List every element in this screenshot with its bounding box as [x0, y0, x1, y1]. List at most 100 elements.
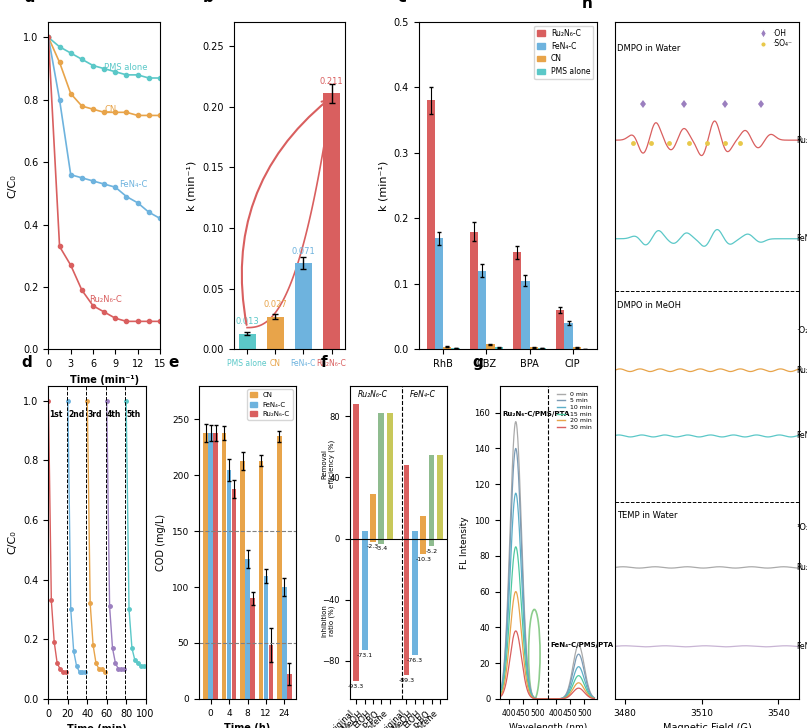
- Text: -5.2: -5.2: [425, 549, 437, 554]
- Y-axis label: C/C₀: C/C₀: [8, 174, 18, 197]
- Text: DMPO in Water: DMPO in Water: [617, 44, 681, 53]
- Bar: [513, 253, 521, 349]
- Text: FeN₄-C: FeN₄-C: [797, 432, 807, 440]
- Bar: [203, 432, 208, 699]
- Bar: [370, 539, 376, 542]
- Text: Ru₂N₆-C: Ru₂N₆-C: [797, 563, 807, 572]
- Text: Ru₂N₆-C: Ru₂N₆-C: [797, 135, 807, 145]
- Bar: [479, 271, 487, 349]
- Bar: [269, 645, 274, 699]
- X-axis label: Wavelength (nm): Wavelength (nm): [509, 723, 587, 728]
- Text: FeN₄-C: FeN₄-C: [410, 389, 437, 398]
- Text: 2nd: 2nd: [69, 410, 85, 419]
- Bar: [295, 264, 312, 349]
- Bar: [259, 461, 263, 699]
- Bar: [435, 238, 443, 349]
- Bar: [387, 414, 393, 539]
- Text: -10.3: -10.3: [415, 558, 431, 562]
- Text: Ru₂N₆-C/PMS/PTA: Ru₂N₆-C/PMS/PTA: [502, 411, 570, 417]
- Text: -89.3: -89.3: [399, 678, 415, 683]
- Text: FeN₄-C/PMS/PTA: FeN₄-C/PMS/PTA: [550, 641, 613, 648]
- Bar: [323, 93, 340, 349]
- Bar: [208, 432, 213, 699]
- Bar: [537, 348, 546, 349]
- Text: -2.3: -2.3: [367, 545, 379, 550]
- Bar: [564, 323, 573, 349]
- Bar: [370, 494, 376, 539]
- Text: d: d: [21, 355, 32, 370]
- Y-axis label: COD (mg/L): COD (mg/L): [157, 514, 166, 571]
- Text: FeN₄-C: FeN₄-C: [797, 642, 807, 651]
- Bar: [287, 674, 291, 699]
- Text: -76.3: -76.3: [407, 658, 423, 663]
- Y-axis label: k (min⁻¹): k (min⁻¹): [378, 160, 388, 211]
- Text: 1st: 1st: [49, 410, 62, 419]
- Bar: [495, 347, 503, 349]
- Bar: [362, 539, 367, 650]
- Text: Ru₂N₆-C: Ru₂N₆-C: [797, 365, 807, 375]
- Text: Removal
efficiency (%): Removal efficiency (%): [321, 440, 335, 488]
- Bar: [429, 539, 434, 547]
- Bar: [222, 432, 227, 699]
- Text: DMPO in MeOH: DMPO in MeOH: [617, 301, 681, 310]
- Bar: [521, 280, 529, 349]
- Bar: [573, 347, 581, 349]
- Bar: [353, 404, 359, 539]
- Bar: [412, 539, 418, 655]
- Legend: CN, FeN₄-C, Ru₂N₆-C: CN, FeN₄-C, Ru₂N₆-C: [248, 389, 293, 420]
- Text: TEMP in Water: TEMP in Water: [617, 511, 678, 520]
- Text: Ru₂N₆-C: Ru₂N₆-C: [358, 389, 388, 398]
- Bar: [427, 100, 435, 349]
- Bar: [250, 598, 255, 699]
- Text: c: c: [397, 0, 406, 5]
- Text: 0.071: 0.071: [291, 247, 316, 256]
- Text: a: a: [24, 0, 34, 5]
- Legend: Ru₂N₆-C, FeN₄-C, CN, PMS alone: Ru₂N₆-C, FeN₄-C, CN, PMS alone: [534, 25, 593, 79]
- Text: Inhibition
ratio (%): Inhibition ratio (%): [321, 604, 335, 637]
- Bar: [239, 333, 256, 349]
- Text: 0.211: 0.211: [320, 77, 344, 86]
- Bar: [232, 488, 236, 699]
- Bar: [404, 465, 409, 539]
- Text: 4th: 4th: [107, 410, 122, 419]
- Bar: [437, 454, 443, 539]
- Bar: [420, 539, 426, 554]
- Text: e: e: [168, 355, 178, 370]
- Bar: [245, 559, 250, 699]
- Bar: [378, 414, 384, 539]
- Bar: [429, 454, 434, 539]
- Text: Ru₂N₆-C: Ru₂N₆-C: [90, 295, 122, 304]
- Bar: [277, 436, 282, 699]
- Text: CN: CN: [104, 105, 116, 114]
- Bar: [420, 515, 426, 539]
- Text: ·O₂⁻: ·O₂⁻: [797, 326, 807, 336]
- Bar: [487, 344, 495, 349]
- Text: b: b: [203, 0, 213, 5]
- Text: 0.013: 0.013: [235, 317, 259, 326]
- Bar: [213, 432, 218, 699]
- Legend: 0 min, 5 min, 10 min, 15 min, 20 min, 30 min: 0 min, 5 min, 10 min, 15 min, 20 min, 30…: [554, 389, 594, 432]
- Y-axis label: C/C₀: C/C₀: [8, 531, 18, 554]
- Text: 5th: 5th: [127, 410, 141, 419]
- Bar: [267, 317, 284, 349]
- Text: FeN₄-C: FeN₄-C: [797, 234, 807, 243]
- Text: g: g: [473, 355, 483, 370]
- Text: -3.4: -3.4: [375, 546, 387, 551]
- Y-axis label: k (min⁻¹): k (min⁻¹): [186, 160, 197, 211]
- Text: 0.027: 0.027: [263, 301, 287, 309]
- Bar: [362, 531, 367, 539]
- Text: FeN₄-C: FeN₄-C: [119, 180, 148, 189]
- Bar: [227, 470, 232, 699]
- X-axis label: Magnetic Field (G): Magnetic Field (G): [663, 723, 751, 728]
- Bar: [282, 587, 286, 699]
- Bar: [412, 531, 418, 539]
- Text: 3rd: 3rd: [88, 410, 102, 419]
- Bar: [556, 310, 564, 349]
- Bar: [264, 576, 268, 699]
- X-axis label: Time (min⁻¹): Time (min⁻¹): [69, 375, 139, 384]
- Bar: [451, 348, 460, 349]
- Text: ¹O₂: ¹O₂: [797, 523, 807, 532]
- Text: f: f: [320, 355, 327, 370]
- X-axis label: Time (h): Time (h): [224, 723, 270, 728]
- Text: PMS alone: PMS alone: [104, 63, 148, 71]
